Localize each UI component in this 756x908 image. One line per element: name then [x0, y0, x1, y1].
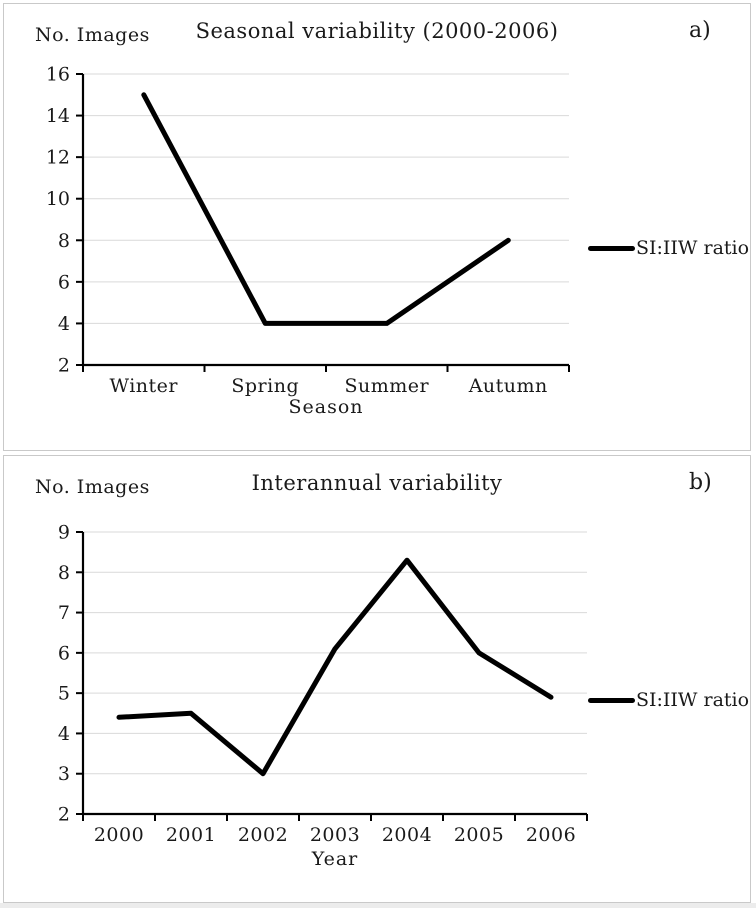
chart-title-a: Seasonal variability (2000-2006) [195, 19, 559, 43]
y-axis-title-b: No. Images [35, 476, 150, 498]
legend-label: SI:IIW ratio [636, 237, 750, 259]
interannual-variability-chart: 2 3 4 5 6 7 8 9 2000 2001 2002 2003 2004 2005 2006 [58, 522, 588, 846]
x-tick-label: 2003 [310, 824, 360, 846]
y-tick-label: 14 [46, 105, 70, 127]
y-tick-label: 2 [58, 355, 70, 377]
legend-line-swatch [588, 697, 635, 703]
legend-b: SI:IIW ratio [588, 689, 749, 711]
page-bottom-edge [0, 903, 756, 908]
y-tick-label: 2 [58, 804, 70, 826]
x-tick-label: 2000 [94, 824, 144, 846]
x-tick-label: 2001 [166, 824, 216, 846]
x-tick-label: 2005 [454, 824, 504, 846]
x-axis-title-b: Year [311, 848, 359, 870]
data-line-SI:IIW ratio [141, 92, 511, 326]
data-line-SI:IIW ratio [116, 557, 554, 777]
y-tick-label: 10 [46, 188, 70, 210]
y-tick-label: 5 [58, 683, 70, 705]
y-tick-label: 6 [58, 271, 70, 293]
panel-b: 2 3 4 5 6 7 8 9 2000 2001 2002 2003 2004 2005 2006 No.… [3, 455, 751, 903]
panel-letter-a: a) [689, 18, 711, 43]
legend-line-swatch [588, 245, 635, 251]
y-tick-label: 8 [58, 230, 70, 252]
panel-a-inner: 2 4 6 8 10 12 14 16 Winter Spring Summer Autumn No.… [4, 4, 750, 450]
x-axis-title-a: Season [288, 396, 364, 418]
y-tick-label: 6 [58, 642, 70, 664]
y-tick-label: 7 [58, 602, 70, 624]
y-tick-label: 9 [58, 522, 70, 544]
x-tick-label: Autumn [468, 375, 548, 397]
x-tick-label: Winter [110, 375, 179, 397]
y-tick-label: 8 [58, 562, 70, 584]
y-tick-label: 3 [58, 763, 70, 785]
panel-a: 2 4 6 8 10 12 14 16 Winter Spring Summer Autumn No.… [3, 3, 751, 451]
x-tick-label: 2002 [238, 824, 288, 846]
y-tick-label: 4 [58, 313, 70, 335]
panel-letter-b: b) [689, 470, 712, 495]
x-tick-label: Summer [344, 375, 429, 397]
seasonal-variability-chart: 2 4 6 8 10 12 14 16 Winter Spring Summer Autumn [46, 64, 570, 397]
y-axis-title-a: No. Images [35, 24, 150, 46]
y-tick-label: 12 [46, 147, 70, 169]
legend-a: SI:IIW ratio [588, 237, 749, 259]
panel-b-inner: 2 3 4 5 6 7 8 9 2000 2001 2002 2003 2004 2005 2006 No.… [4, 456, 750, 902]
legend-label: SI:IIW ratio [636, 689, 750, 711]
y-tick-label: 16 [46, 64, 70, 86]
x-tick-label: Spring [231, 375, 299, 397]
x-tick-label: 2006 [526, 824, 576, 846]
y-tick-label: 4 [58, 723, 70, 745]
x-tick-label: 2004 [382, 824, 432, 846]
chart-title-b: Interannual variability [251, 471, 503, 495]
